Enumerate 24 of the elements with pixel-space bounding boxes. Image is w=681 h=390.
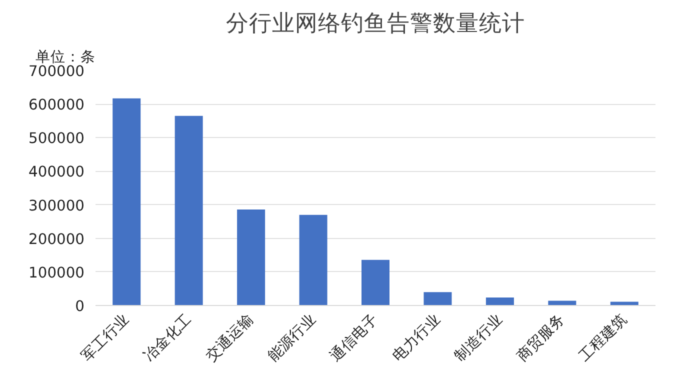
y-tick-label: 700000 xyxy=(28,63,85,80)
bar xyxy=(174,116,203,306)
y-tick-label: 500000 xyxy=(28,130,85,148)
x-tick-label: 交通运输 xyxy=(202,310,258,365)
bar xyxy=(299,214,328,306)
bar xyxy=(486,297,514,306)
x-tick-label: 制造行业 xyxy=(451,310,506,365)
x-tick-label: 电力行业 xyxy=(389,310,444,365)
text: 单位：条 xyxy=(36,48,96,66)
chart-title: 分行业网络钓鱼告警数量统计 xyxy=(226,10,525,36)
y-tick-label: 100000 xyxy=(28,264,85,282)
y-tick-label: 200000 xyxy=(28,230,85,248)
x-tick-label: 商贸服务 xyxy=(514,310,568,365)
bar xyxy=(112,98,141,306)
x-tick-label: 工程建筑 xyxy=(576,310,630,365)
x-tick-label: 通信电子 xyxy=(327,310,382,365)
y-tick-label: 400000 xyxy=(28,164,85,181)
x-tick-label: 能源行业 xyxy=(264,310,320,365)
bar xyxy=(424,292,452,306)
bar xyxy=(362,260,390,306)
x-tick-label: 冶金化工 xyxy=(140,310,195,365)
y-tick-label: 600000 xyxy=(28,96,85,114)
y-tick-label: 300000 xyxy=(28,197,85,214)
bar xyxy=(237,209,266,306)
